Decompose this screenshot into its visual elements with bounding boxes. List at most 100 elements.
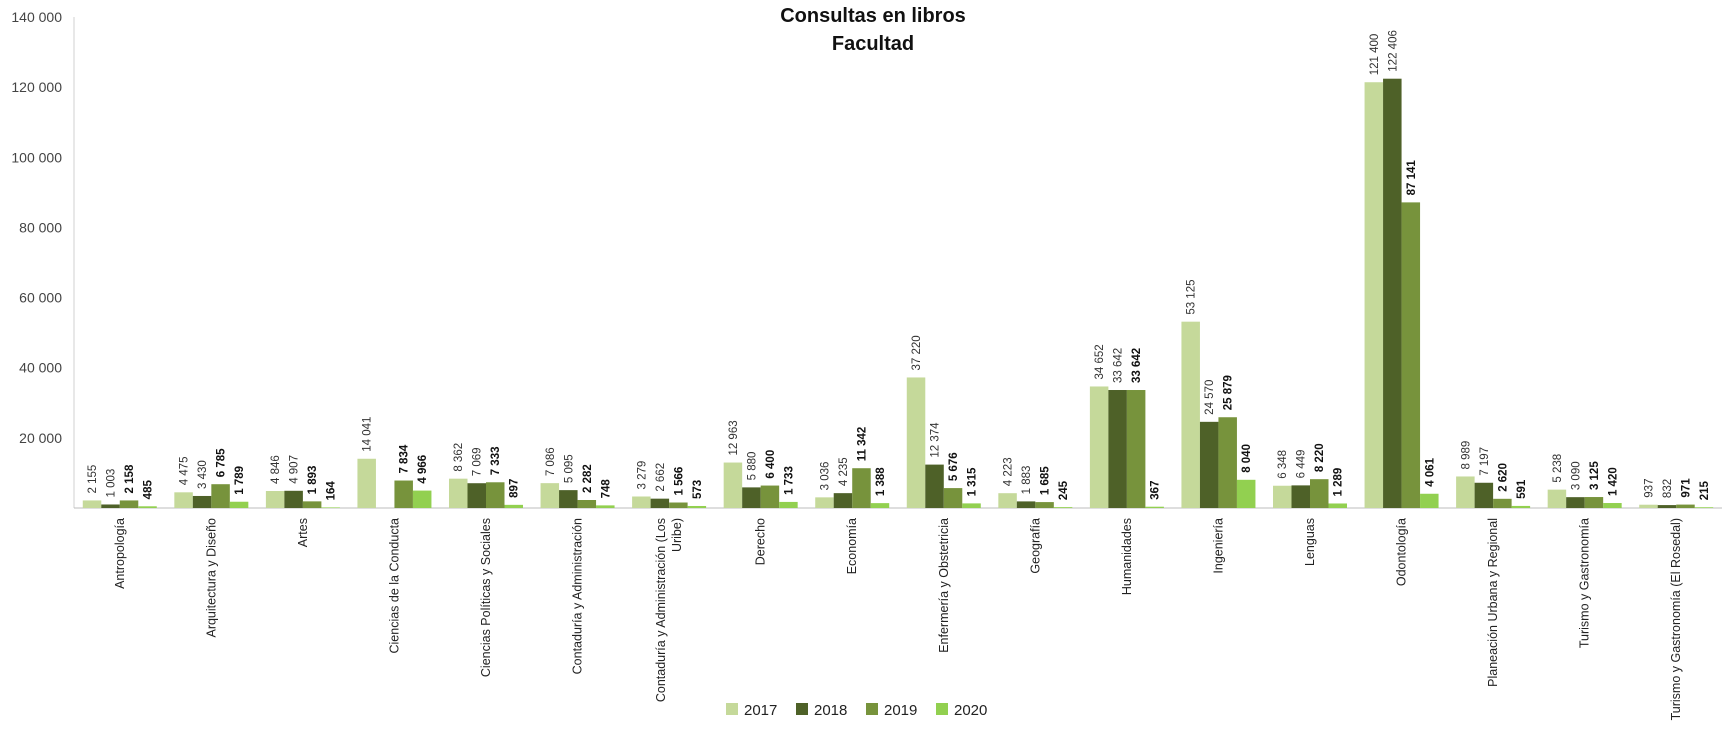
bar-2017 (174, 492, 193, 508)
bar-2018 (1657, 505, 1677, 508)
bar-2020 (1328, 503, 1347, 508)
data-label: 6 785 (216, 448, 228, 477)
data-label: 33 642 (1113, 348, 1125, 383)
data-label: 1 789 (234, 466, 246, 495)
bar-2018 (1566, 497, 1585, 508)
data-label: 6 348 (1277, 450, 1289, 479)
y-tick-label: 60 000 (19, 290, 62, 306)
bar-2019 (394, 480, 413, 508)
bar-2020 (1236, 479, 1256, 508)
data-label: 897 (509, 479, 521, 498)
bar-2020 (962, 503, 981, 508)
y-tick-label: 80 000 (19, 219, 62, 235)
data-labels-group: 2 155 1 003 2 158 485 4 475 3 430 6 785 1 789 4 … (87, 30, 1711, 500)
x-category-label: Enfermería y Obstetricia (937, 518, 951, 653)
data-label: 971 (1680, 478, 1692, 498)
x-category-label: Geografía (1028, 518, 1042, 574)
data-label: 8 362 (453, 443, 465, 472)
data-label: 1 883 (1021, 466, 1033, 495)
data-label: 4 235 (838, 457, 850, 486)
bar-2019 (486, 482, 505, 508)
bar-2019 (119, 500, 139, 508)
data-label: 215 (1699, 480, 1711, 500)
data-label: 53 125 (1186, 279, 1198, 314)
data-label: 1 315 (967, 467, 979, 496)
data-label: 4 907 (289, 455, 301, 484)
data-label: 1 420 (1607, 467, 1619, 496)
data-label: 367 (1150, 481, 1162, 500)
bar-2017 (357, 458, 376, 508)
legend-swatch-2020 (936, 703, 948, 715)
data-label: 485 (143, 480, 155, 500)
bar-2019 (1584, 497, 1604, 508)
y-tick-label: 40 000 (19, 360, 62, 376)
data-label: 748 (600, 479, 612, 499)
bar-2019 (1310, 479, 1329, 508)
bar-2017 (815, 497, 834, 508)
data-label: 1 003 (106, 469, 118, 498)
data-label: 2 620 (1497, 463, 1509, 492)
data-label: 7 333 (490, 446, 502, 475)
data-label: 3 430 (197, 460, 209, 489)
data-label: 3 279 (636, 461, 648, 490)
bar-2019 (943, 488, 963, 508)
x-category-label: Derecho (754, 518, 768, 565)
x-category-label: Antropología (113, 518, 127, 589)
bar-2019 (760, 485, 780, 508)
bar-2019 (1676, 504, 1695, 508)
bar-2019 (577, 500, 597, 508)
bar-2019 (1035, 502, 1054, 508)
bar-2018 (1108, 390, 1127, 508)
bar-2017 (82, 500, 102, 508)
data-label: 573 (692, 480, 704, 499)
bar-2017 (540, 483, 560, 508)
bar-2020 (596, 505, 615, 508)
data-label: 7 834 (399, 444, 411, 473)
x-category-label: Humanidades (1120, 518, 1134, 595)
bar-2020 (1053, 507, 1073, 508)
bar-2018 (467, 483, 486, 508)
bar-2019 (1493, 498, 1512, 508)
chart-title-group: Consultas en libros Facultad (780, 5, 966, 55)
bar-2019 (1126, 390, 1146, 508)
bar-2019 (1218, 417, 1237, 508)
data-label: 8 220 (1314, 443, 1326, 472)
bar-2017 (1364, 82, 1384, 508)
legend-label: 2020 (954, 702, 987, 719)
data-label: 34 652 (1094, 344, 1106, 379)
data-label: 7 197 (1479, 447, 1491, 476)
bar-2020 (504, 504, 523, 508)
data-label: 1 733 (783, 466, 795, 495)
data-label: 3 036 (819, 462, 831, 491)
data-label: 832 (1662, 479, 1674, 498)
legend-swatch-2018 (796, 703, 808, 715)
bar-2020 (1420, 493, 1439, 508)
data-label: 7 069 (472, 447, 484, 476)
data-label: 121 400 (1369, 34, 1381, 76)
x-category-label: Turismo y Gastronomía (El Rosedal) (1669, 518, 1683, 720)
bar-2020 (779, 501, 798, 508)
x-category-label: Turismo y Gastronomía (1578, 518, 1592, 648)
bar-2019 (852, 468, 871, 508)
x-category-label: Planeación Urbana y Regional (1486, 518, 1500, 687)
data-label: 4 966 (417, 455, 429, 484)
x-category-label: Ciencias Políticas y Sociales (479, 518, 493, 677)
bar-2018 (1474, 482, 1494, 508)
legend: 2017 2018 2019 2020 (726, 702, 987, 719)
data-label: 25 879 (1223, 375, 1235, 410)
x-category-label: Ciencias de la Conducta (387, 518, 401, 654)
bar-2018 (192, 495, 212, 508)
bar-2017 (1639, 504, 1658, 508)
data-label: 937 (1643, 479, 1655, 498)
data-label: 2 158 (124, 464, 136, 493)
x-category-label: Arquitectura y Diseño (204, 518, 218, 638)
data-label: 4 846 (270, 455, 282, 484)
y-axis-ticks: 20 000 40 000 60 000 80 000 100 000 120 000 14… (11, 9, 62, 446)
data-label: 7 086 (545, 447, 557, 476)
data-label: 1 566 (673, 467, 685, 496)
y-tick-label: 120 000 (11, 79, 62, 95)
data-label: 37 220 (911, 335, 923, 370)
data-label: 12 963 (728, 420, 740, 455)
